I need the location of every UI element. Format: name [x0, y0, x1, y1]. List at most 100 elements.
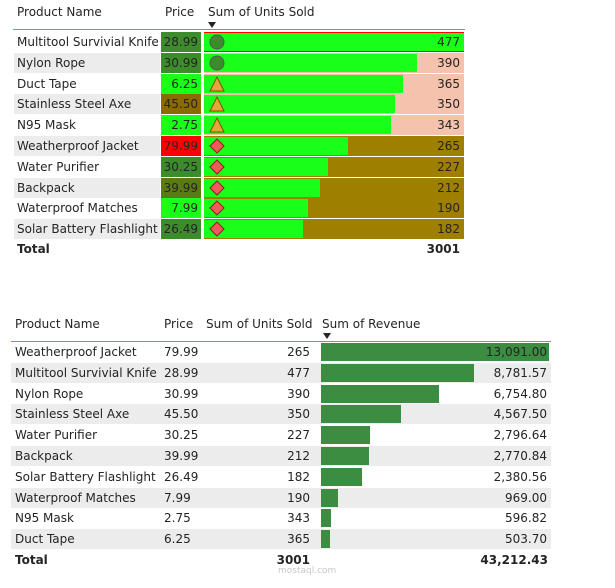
row-background — [14, 219, 160, 240]
price-cell: 26.49 — [164, 469, 199, 484]
table-row[interactable]: Nylon Rope 30.99 390 — [0, 52, 470, 73]
table-row[interactable]: Stainless Steel Axe 45.50 350 — [0, 94, 470, 115]
units-sold-table: Product Name Price Sum of Units Sold Mul… — [0, 0, 615, 270]
total-revenue: 43,212.43 — [480, 553, 548, 567]
total-units: 3001 — [426, 242, 460, 256]
table-row[interactable]: Weatherproof Jacket 79.99 265 — [0, 136, 470, 156]
row-background — [11, 487, 551, 508]
product-name-cell: Solar Battery Flashlight — [17, 222, 158, 237]
row-background — [11, 425, 551, 446]
units-cell: 227 — [287, 428, 310, 443]
price-cell: 28.99 — [163, 35, 198, 49]
product-name-cell: Water Purifier — [15, 428, 98, 443]
table-row[interactable]: Water Purifier 30.25 227 — [0, 156, 470, 177]
column-header-units-sold[interactable]: Sum of Units Sold — [206, 317, 313, 331]
product-name-cell: Duct Tape — [15, 532, 75, 547]
sort-descending-icon[interactable] — [208, 22, 216, 28]
price-background — [161, 136, 201, 156]
table-row[interactable]: Duct Tape 6.25 365 503.70 — [0, 529, 560, 550]
units-cell: 265 — [287, 345, 310, 359]
table-row[interactable]: Waterproof Matches 7.99 190 — [0, 198, 470, 219]
column-header-revenue[interactable]: Sum of Revenue — [322, 317, 421, 331]
revenue-cell: 596.82 — [505, 511, 547, 526]
total-label: Total — [15, 553, 48, 567]
units-cell: 350 — [437, 97, 460, 112]
revenue-bar — [321, 426, 370, 445]
revenue-bar — [321, 488, 338, 507]
product-name-cell: Water Purifier — [17, 159, 100, 174]
units-cell: 212 — [437, 180, 460, 195]
price-background — [161, 198, 201, 219]
units-cell: 343 — [437, 118, 460, 133]
table-row[interactable]: Nylon Rope 30.99 390 6,754.80 — [0, 383, 560, 404]
units-cell: 190 — [287, 490, 310, 505]
table-row[interactable]: N95 Mask 2.75 343 — [0, 115, 470, 136]
units-cell: 365 — [437, 76, 460, 91]
revenue-bar — [321, 467, 362, 486]
units-cell: 343 — [287, 511, 310, 526]
column-header-price[interactable]: Price — [164, 317, 194, 331]
table-row[interactable]: Water Purifier 30.25 227 2,796.64 — [0, 425, 560, 446]
revenue-cell: 503.70 — [505, 532, 547, 547]
price-background — [161, 94, 201, 115]
diamond-icon — [209, 159, 225, 175]
units-cell: 390 — [437, 55, 460, 70]
price-background — [161, 156, 201, 177]
table-row[interactable]: Duct Tape 6.25 365 — [0, 73, 470, 94]
revenue-bar — [321, 363, 474, 382]
table-row[interactable]: Weatherproof Jacket 79.99 265 13,091.00 — [0, 342, 560, 362]
diamond-icon — [209, 221, 225, 237]
table-row[interactable]: Waterproof Matches 7.99 190 969.00 — [0, 487, 560, 508]
product-name-cell: Weatherproof Jacket — [15, 345, 137, 359]
table-row[interactable]: Stainless Steel Axe 45.50 350 4,567.50 — [0, 404, 560, 425]
sort-descending-icon[interactable] — [323, 333, 331, 339]
price-cell: 39.99 — [164, 449, 199, 463]
units-cell: 265 — [437, 139, 460, 153]
price-background — [161, 73, 201, 94]
row-background — [14, 156, 160, 177]
revenue-cell: 2,380.56 — [493, 469, 547, 484]
revenue-cell: 6,754.80 — [493, 386, 547, 401]
product-name-cell: N95 Mask — [15, 511, 74, 526]
table-row[interactable]: Multitool Survivial Knife 28.99 477 8,781.5… — [0, 362, 560, 383]
table-row[interactable]: Multitool Survivial Knife 28.99 477 — [0, 32, 470, 52]
revenue-bar — [321, 530, 330, 549]
revenue-cell: 969.00 — [505, 490, 547, 505]
price-cell: 26.49 — [163, 222, 198, 237]
units-cell: 365 — [287, 532, 310, 547]
column-header-product-name[interactable]: Product Name — [15, 317, 100, 331]
revenue-cell: 2,770.84 — [493, 449, 547, 463]
diamond-icon — [209, 179, 225, 196]
price-cell: 2.75 — [171, 118, 198, 133]
row-background — [11, 529, 551, 550]
price-background — [161, 115, 201, 136]
price-cell: 7.99 — [164, 490, 191, 505]
price-cell: 30.99 — [163, 55, 198, 70]
units-bar — [204, 116, 391, 135]
row-background — [14, 115, 160, 136]
column-header-product-name[interactable]: Product Name — [17, 5, 102, 19]
watermark: mostaql.com — [278, 566, 337, 576]
row-background — [14, 198, 160, 219]
row-background — [14, 52, 160, 73]
product-name-cell: Stainless Steel Axe — [15, 407, 130, 422]
table-row[interactable]: Solar Battery Flashlight 26.49 182 — [0, 219, 470, 240]
column-header-units-sold[interactable]: Sum of Units Sold — [208, 5, 315, 19]
column-header-price[interactable]: Price — [165, 5, 195, 19]
price-cell: 45.50 — [164, 407, 199, 422]
product-name-cell: Nylon Rope — [17, 55, 86, 70]
revenue-bar — [321, 509, 331, 528]
row-background — [11, 508, 551, 529]
triangle-icon — [209, 117, 225, 133]
product-name-cell: Stainless Steel Axe — [17, 97, 132, 112]
revenue-cell: 2,796.64 — [493, 428, 547, 443]
units-bar — [204, 95, 395, 114]
units-bar — [204, 178, 320, 197]
table-row[interactable]: Backpack 39.99 212 2,770.84 — [0, 446, 560, 466]
table-row[interactable]: Solar Battery Flashlight 26.49 182 2,380.56 — [0, 466, 560, 487]
units-cell: 190 — [437, 201, 460, 216]
row-background — [14, 32, 160, 52]
table-row[interactable]: N95 Mask 2.75 343 596.82 — [0, 508, 560, 529]
price-cell: 30.25 — [164, 428, 199, 443]
table-row[interactable]: Backpack 39.99 212 — [0, 177, 470, 198]
